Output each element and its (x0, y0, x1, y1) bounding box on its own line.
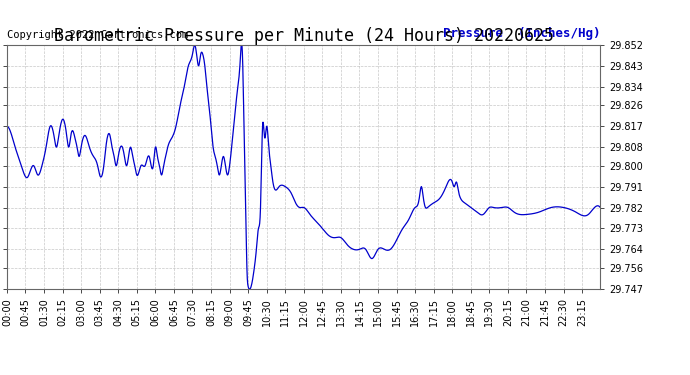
Text: Pressure  (Inches/Hg): Pressure (Inches/Hg) (443, 27, 600, 40)
Text: Copyright 2022 Cartronics.com: Copyright 2022 Cartronics.com (7, 30, 188, 40)
Title: Barometric Pressure per Minute (24 Hours) 20220625: Barometric Pressure per Minute (24 Hours… (54, 27, 553, 45)
